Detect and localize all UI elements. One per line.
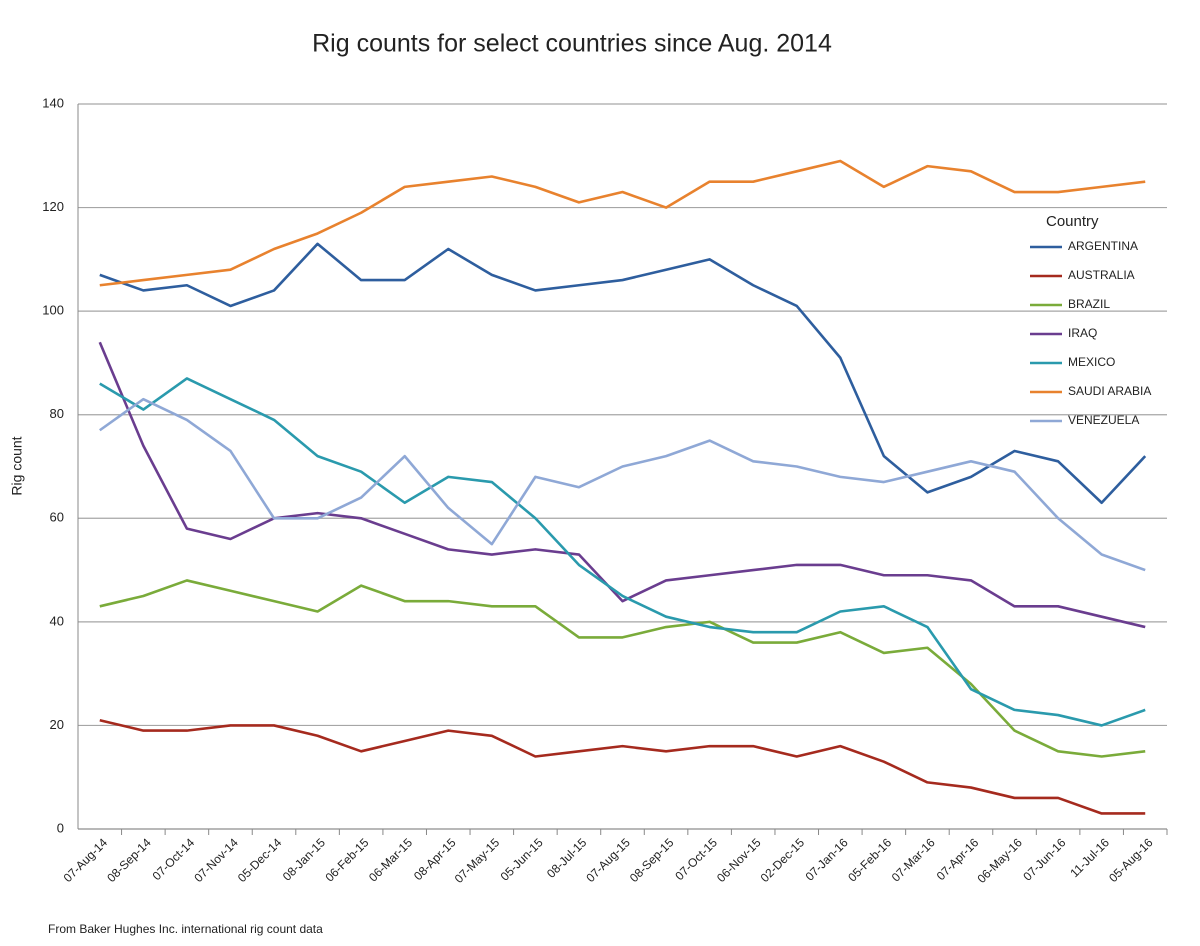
y-tick-label: 80 — [50, 406, 64, 421]
x-tick-label: 07-Jan-16 — [803, 835, 851, 883]
x-tick-label: 08-Sep-15 — [627, 835, 677, 885]
source-note: From Baker Hughes Inc. international rig… — [48, 922, 323, 936]
series-line — [99, 718, 1146, 815]
legend-label: MEXICO — [1068, 355, 1115, 369]
series-line — [99, 242, 1147, 505]
x-tick-label: 06-Mar-15 — [366, 835, 415, 884]
x-tick-label: 06-Nov-15 — [714, 835, 764, 885]
y-tick-label: 120 — [42, 199, 64, 214]
series-line — [99, 377, 1146, 727]
legend-label: AUSTRALIA — [1068, 268, 1135, 282]
legend-label: SAUDI ARABIA — [1068, 384, 1151, 398]
x-tick-label: 07-Nov-14 — [191, 835, 241, 885]
x-tick-label: 07-Aug-14 — [61, 835, 111, 885]
x-tick-label: 06-Feb-15 — [322, 835, 371, 884]
x-tick-label: 02-Dec-15 — [758, 835, 808, 885]
chart-title: Rig counts for select countries since Au… — [312, 30, 832, 58]
series-line — [99, 159, 1146, 287]
y-tick-label: 100 — [42, 303, 64, 318]
y-tick-label: 20 — [50, 717, 64, 732]
series-line — [99, 579, 1146, 758]
x-tick-label: 05-Dec-14 — [235, 835, 285, 885]
series-line — [98, 341, 1146, 629]
x-tick-label: 07-Oct-14 — [150, 835, 198, 883]
x-tick-label: 11-Jul-16 — [1067, 835, 1112, 880]
x-tick-label: 08-Sep-14 — [104, 835, 154, 885]
y-axis-label: Rig count — [9, 436, 25, 495]
x-tick-label: 07-May-15 — [452, 835, 503, 886]
x-tick-label: 08-Jul-15 — [544, 835, 590, 881]
x-tick-label: 05-Aug-16 — [1106, 835, 1156, 885]
y-tick-label: 60 — [50, 510, 64, 525]
x-tick-label: 05-Jun-15 — [498, 835, 546, 883]
x-tick-label: 08-Jan-15 — [280, 835, 328, 883]
y-tick-label: 0 — [57, 820, 64, 835]
legend-title: Country — [1046, 213, 1099, 230]
legend-label: IRAQ — [1068, 326, 1097, 340]
y-tick-label: 140 — [42, 95, 64, 110]
x-tick-label: 07-Jun-16 — [1020, 835, 1068, 883]
x-tick-label: 05-Feb-16 — [845, 835, 894, 884]
x-tick-label: 06-May-16 — [974, 835, 1025, 886]
series-line — [99, 397, 1146, 572]
legend-label: BRAZIL — [1068, 297, 1110, 311]
legend-label: ARGENTINA — [1068, 239, 1138, 253]
legend-label: VENEZUELA — [1068, 413, 1139, 427]
x-tick-label: 07-Mar-16 — [889, 835, 938, 884]
y-tick-label: 40 — [50, 613, 64, 628]
x-tick-label: 07-Oct-15 — [672, 835, 720, 883]
x-tick-label: 07-Aug-15 — [583, 835, 633, 885]
